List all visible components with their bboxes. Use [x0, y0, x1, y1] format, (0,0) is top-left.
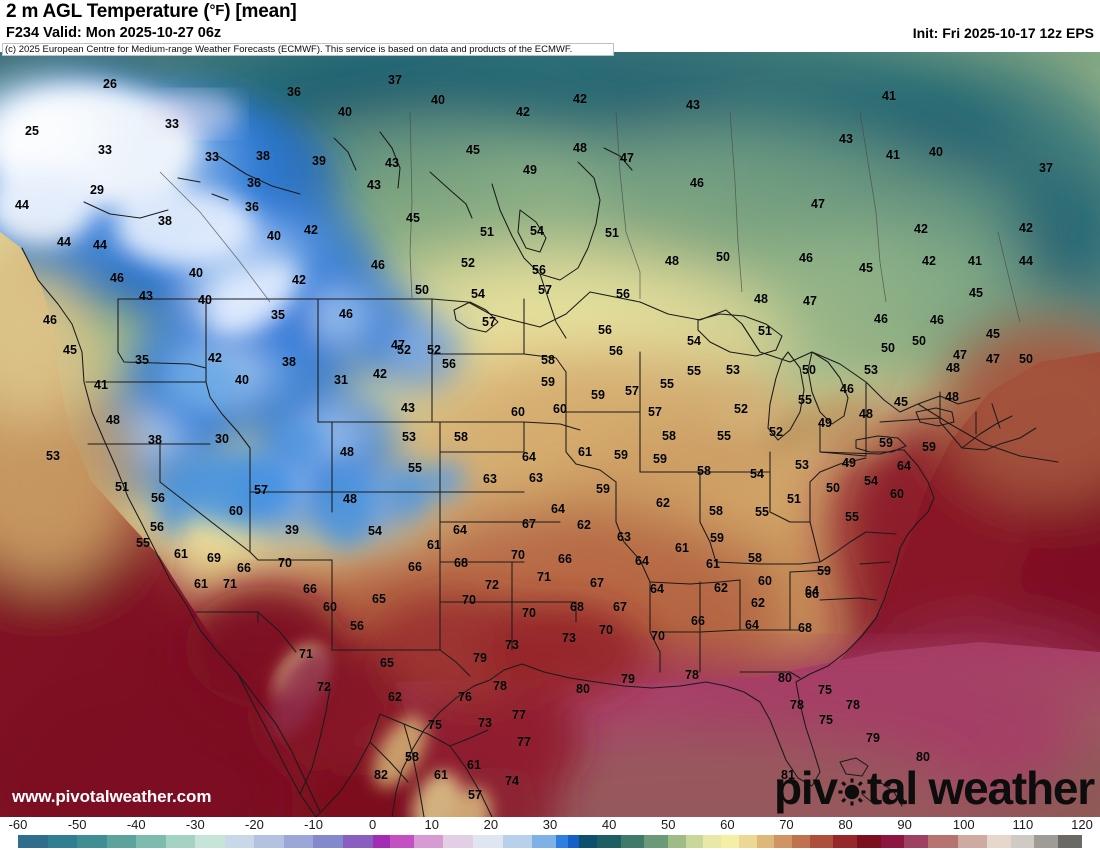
colorbar-tick-labels: -60 -50 -40 -30 -20 -10 0 10 20 30 40 50 60 70 80 90 100…: [0, 817, 1100, 834]
colorbar-segment: [343, 835, 373, 848]
colorbar-tick: -10: [304, 817, 323, 832]
colorbar-tick: -20: [245, 817, 264, 832]
colorbar-segment: [880, 835, 905, 848]
colorbar-segment: [18, 835, 48, 848]
colorbar-tick: 30: [542, 817, 558, 832]
colorbar-segment: [738, 835, 757, 848]
colorbar-tick: 20: [483, 817, 499, 832]
colorbar-tick: 100: [952, 817, 975, 832]
colorbar-segment: [555, 835, 568, 848]
colorbar-segment: [47, 835, 78, 848]
colorbar-segment: [927, 835, 958, 848]
colorbar-segment: [254, 835, 284, 848]
colorbar-segment: [756, 835, 775, 848]
page-title: 2 m AGL Temperature (°F) [mean]: [6, 1, 297, 23]
map-borders-layer: [21, 131, 1059, 817]
colorbar-segment: [721, 835, 739, 848]
colorbar-segment: [644, 835, 669, 848]
pivotal-weather-logo: piv tal weather: [774, 762, 1095, 814]
colorbar-segment: [857, 835, 881, 848]
colorbar-segment: [620, 835, 645, 848]
colorbar-tick: 10: [424, 817, 439, 832]
colorbar-segment: [792, 835, 810, 848]
colorbar-segment: [413, 835, 444, 848]
colorbar-segment: [473, 835, 503, 848]
colorbar-tick: 40: [601, 817, 617, 832]
colorbar-tick: -50: [67, 817, 87, 832]
logo-text-part1: piv: [774, 762, 838, 814]
temperature-map[interactable]: 26 25 33 33 33 36 37 40 40 42 42 43 41 43 41 40 37 29 38 39…: [0, 52, 1100, 817]
colorbar-tick: -60: [8, 817, 28, 832]
model-init-time: Init: Fri 2025-10-17 12z EPS: [912, 25, 1094, 41]
colorbar-segment: [443, 835, 474, 848]
site-url-watermark[interactable]: www.pivotalweather.com: [12, 787, 212, 806]
colorbar-segment: [774, 835, 793, 848]
colorbar-segment: [809, 835, 834, 848]
map-header: 2 m AGL Temperature (°F) [mean] F234 Val…: [0, 0, 1100, 56]
colorbar-tick: -30: [185, 817, 205, 832]
colorbar-segment: [532, 835, 556, 848]
colorbar-segment: [579, 835, 598, 848]
colorbar-segment: [1034, 835, 1058, 848]
colorbar-segment: [106, 835, 137, 848]
page-title-suffix: ) [mean]: [224, 1, 297, 22]
colorbar-segment: [567, 835, 580, 848]
colorbar-tick: -40: [126, 817, 146, 832]
colorbar-segment: [668, 835, 686, 848]
map-secondary-borders-layer: [159, 111, 1021, 323]
colorbar-segment: [165, 835, 196, 848]
colorbar-segment: [1057, 835, 1082, 848]
colorbar-tick: 0: [369, 817, 377, 832]
colorbar-tick: 50: [660, 817, 676, 832]
data-attribution-notice: (c) 2025 European Centre for Medium-rang…: [2, 43, 614, 56]
colorbar-segment: [904, 835, 928, 848]
colorbar-segment: [372, 835, 391, 848]
colorbar-segment: [703, 835, 722, 848]
colorbar-segment: [77, 835, 107, 848]
colorbar-segment: [224, 835, 255, 848]
page-title-prefix: 2 m AGL Temperature (: [6, 1, 210, 22]
map-raster-layer: [0, 52, 1100, 817]
colorbar-segment: [597, 835, 621, 848]
logo-text-part2: tal weather: [866, 762, 1095, 814]
sun-icon: [838, 767, 866, 806]
colorbar-segment: [502, 835, 533, 848]
forecast-valid-time: F234 Valid: Mon 2025-10-27 06z: [6, 25, 222, 41]
colorbar-gradient-strip[interactable]: [18, 835, 1082, 848]
colorbar-segment: [283, 835, 314, 848]
colorbar-segment: [685, 835, 704, 848]
colorbar-segment: [833, 835, 858, 848]
colorbar-segment: [390, 835, 414, 848]
colorbar-segment: [987, 835, 1011, 848]
colorbar-tick: 80: [838, 817, 853, 832]
colorbar-segment: [136, 835, 166, 848]
colorbar-segment: [313, 835, 344, 848]
colorbar-tick: 120: [1071, 817, 1093, 832]
colorbar-segment: [195, 835, 225, 848]
colorbar-tick: 90: [897, 817, 912, 832]
colorbar[interactable]: -60 -50 -40 -30 -20 -10 0 10 20 30 40 50 60 70 80 90 100…: [0, 817, 1100, 850]
colorbar-tick: 60: [720, 817, 735, 832]
colorbar-tick: 110: [1012, 817, 1034, 832]
colorbar-tick: 70: [779, 817, 794, 832]
colorbar-segment: [957, 835, 988, 848]
page-title-degree-unit: °F: [209, 2, 225, 19]
colorbar-segment: [1010, 835, 1035, 848]
